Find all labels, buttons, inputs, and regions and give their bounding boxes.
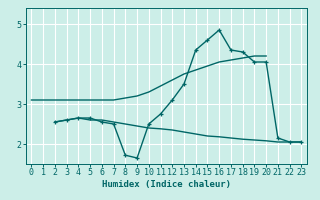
X-axis label: Humidex (Indice chaleur): Humidex (Indice chaleur): [102, 180, 231, 189]
